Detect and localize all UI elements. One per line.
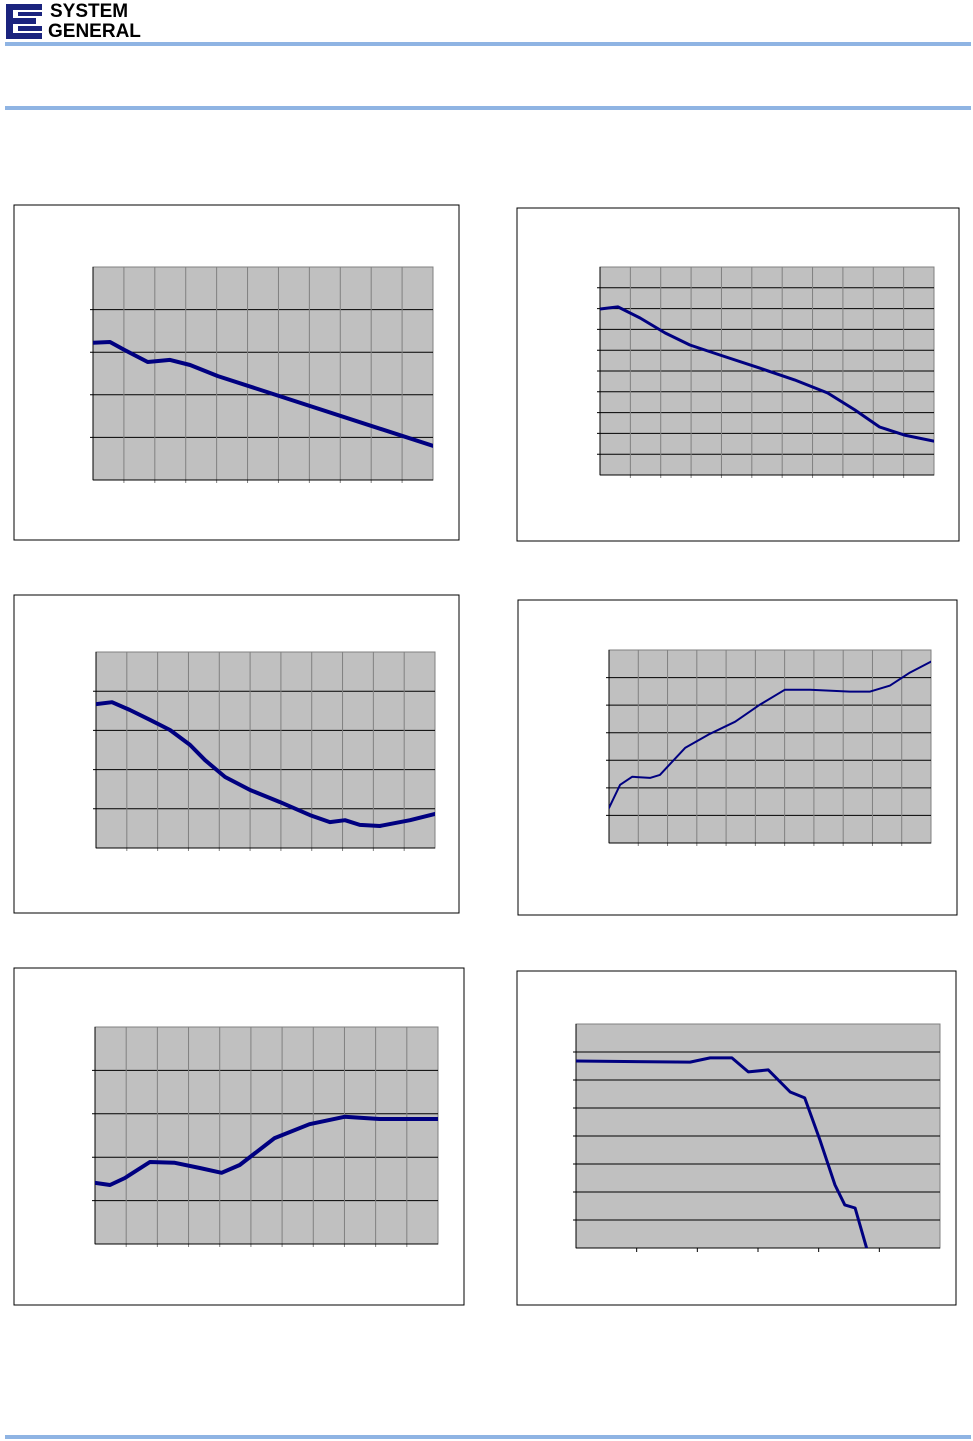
data-line (600, 305, 934, 443)
chart (516, 970, 957, 1306)
rule (5, 1435, 971, 1439)
plot-area (608, 649, 932, 844)
chart (13, 204, 460, 541)
data-line (96, 700, 435, 828)
plot-area (92, 266, 434, 481)
chart (516, 207, 960, 542)
rule (5, 42, 971, 46)
logo: SYSTEM GENERAL (6, 1, 141, 42)
rule (5, 106, 971, 110)
data-line (95, 1114, 438, 1187)
chart (13, 594, 460, 914)
chart (13, 967, 465, 1306)
data-line (609, 660, 931, 809)
data-line (93, 340, 433, 448)
logo-icon (6, 4, 42, 39)
logo-text: GENERAL (48, 21, 141, 42)
logo-text: SYSTEM (50, 1, 128, 22)
data-line (576, 1056, 869, 1248)
chart (517, 599, 958, 916)
plot-area (94, 1026, 439, 1245)
plot-area (95, 651, 436, 849)
